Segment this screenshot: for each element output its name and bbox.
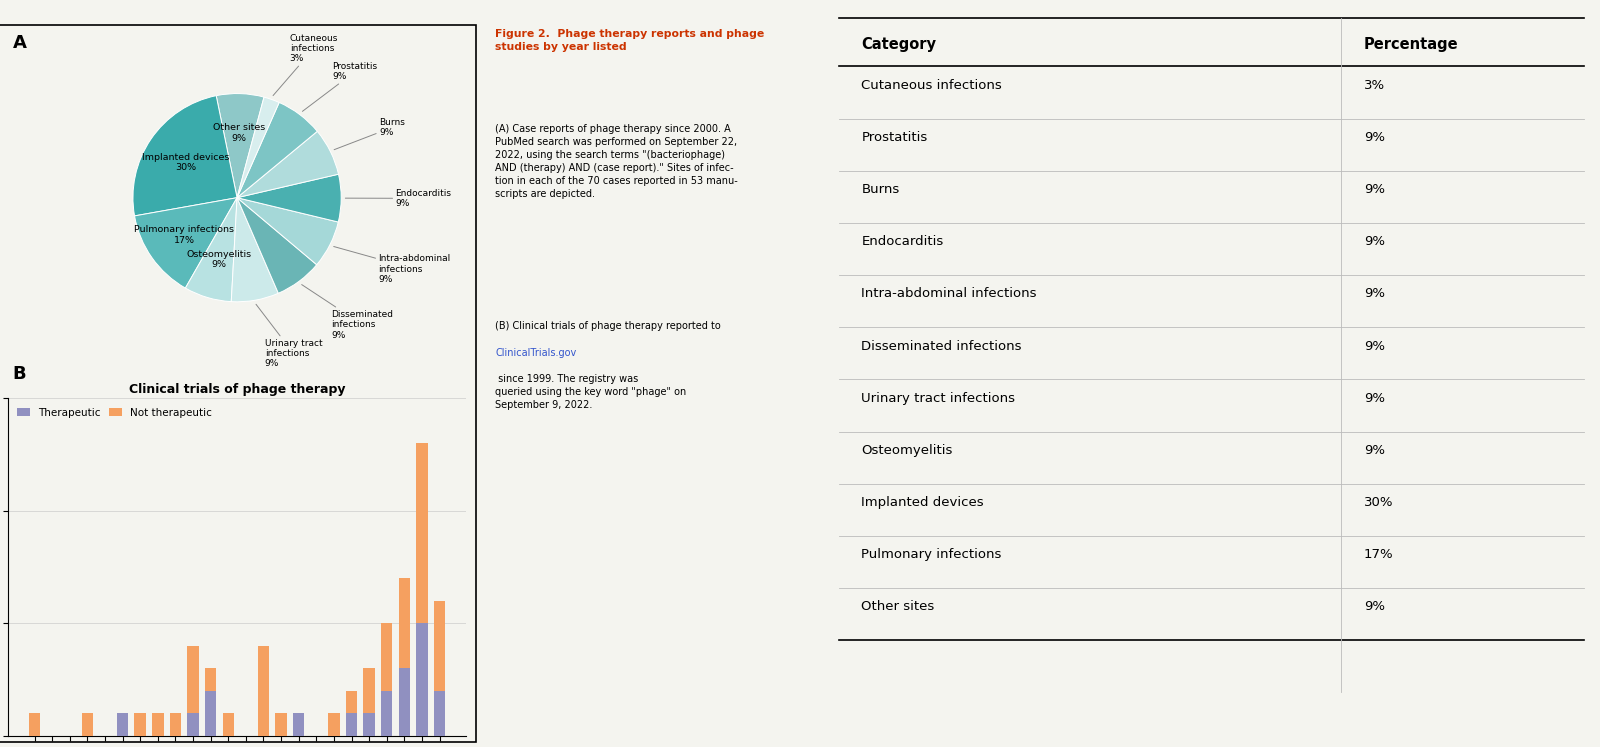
Text: Urinary tract infections: Urinary tract infections bbox=[861, 391, 1016, 405]
Bar bbox=[275, 713, 286, 736]
Text: Disseminated
infections
9%: Disseminated infections 9% bbox=[302, 285, 394, 340]
Bar bbox=[187, 646, 198, 713]
Text: 9%: 9% bbox=[1363, 235, 1384, 248]
Text: Endocarditis
9%: Endocarditis 9% bbox=[346, 189, 451, 208]
Text: (B) Clinical trials of phage therapy reported to: (B) Clinical trials of phage therapy rep… bbox=[494, 321, 720, 332]
Text: Cutaneous infections: Cutaneous infections bbox=[861, 78, 1002, 92]
Bar bbox=[381, 623, 392, 691]
Text: Implanted devices
30%: Implanted devices 30% bbox=[142, 153, 229, 173]
Bar bbox=[293, 713, 304, 736]
Text: 3%: 3% bbox=[1363, 78, 1386, 92]
Text: Burns
9%: Burns 9% bbox=[334, 118, 405, 149]
Text: Osteomyelitis: Osteomyelitis bbox=[861, 444, 954, 457]
Bar bbox=[170, 713, 181, 736]
Text: (A) Case reports of phage therapy since 2000. A
PubMed search was performed on S: (A) Case reports of phage therapy since … bbox=[494, 123, 738, 199]
Bar bbox=[346, 691, 357, 713]
Text: since 1999. The registry was
queried using the key word "phage" on
September 9, : since 1999. The registry was queried usi… bbox=[494, 374, 686, 409]
Text: Figure 2.  Phage therapy reports and phage
studies by year listed: Figure 2. Phage therapy reports and phag… bbox=[494, 29, 765, 52]
Text: Category: Category bbox=[861, 37, 936, 52]
Text: 17%: 17% bbox=[1363, 548, 1394, 561]
Text: Other sites
9%: Other sites 9% bbox=[213, 123, 266, 143]
Text: 9%: 9% bbox=[1363, 444, 1384, 457]
Text: A: A bbox=[13, 34, 27, 52]
Text: Implanted devices: Implanted devices bbox=[861, 496, 984, 509]
Bar bbox=[434, 691, 445, 736]
Wedge shape bbox=[237, 131, 339, 198]
Text: Other sites: Other sites bbox=[861, 601, 934, 613]
Text: 9%: 9% bbox=[1363, 131, 1384, 144]
Bar bbox=[258, 646, 269, 736]
Wedge shape bbox=[232, 198, 278, 302]
Text: ClinicalTrials.gov: ClinicalTrials.gov bbox=[494, 348, 576, 358]
Text: 9%: 9% bbox=[1363, 288, 1384, 300]
Bar bbox=[398, 578, 410, 669]
Bar bbox=[363, 669, 374, 713]
Wedge shape bbox=[133, 96, 237, 216]
Bar bbox=[346, 713, 357, 736]
Bar bbox=[416, 444, 427, 623]
Bar bbox=[328, 713, 339, 736]
Text: 30%: 30% bbox=[1363, 496, 1394, 509]
Bar bbox=[187, 713, 198, 736]
Bar bbox=[416, 623, 427, 736]
Text: Urinary tract
infections
9%: Urinary tract infections 9% bbox=[256, 304, 322, 368]
Text: Cutaneous
infections
3%: Cutaneous infections 3% bbox=[274, 34, 338, 96]
Bar bbox=[117, 713, 128, 736]
Wedge shape bbox=[186, 198, 237, 302]
Bar bbox=[222, 713, 234, 736]
Wedge shape bbox=[134, 198, 237, 288]
Text: 9%: 9% bbox=[1363, 391, 1384, 405]
Wedge shape bbox=[237, 174, 341, 222]
Text: Intra-abdominal infections: Intra-abdominal infections bbox=[861, 288, 1037, 300]
Text: 9%: 9% bbox=[1363, 183, 1384, 196]
Title: Clinical trials of phage therapy: Clinical trials of phage therapy bbox=[130, 382, 346, 396]
Wedge shape bbox=[237, 198, 338, 264]
Bar bbox=[29, 713, 40, 736]
Bar bbox=[134, 713, 146, 736]
Wedge shape bbox=[237, 102, 317, 198]
Bar bbox=[434, 601, 445, 691]
Text: Pulmonary infections
17%: Pulmonary infections 17% bbox=[134, 225, 234, 244]
Text: Intra-abdominal
infections
9%: Intra-abdominal infections 9% bbox=[334, 247, 451, 284]
Text: Pulmonary infections: Pulmonary infections bbox=[861, 548, 1002, 561]
Bar bbox=[363, 713, 374, 736]
Text: Prostatitis
9%: Prostatitis 9% bbox=[302, 62, 378, 111]
Wedge shape bbox=[216, 93, 264, 198]
Bar bbox=[398, 669, 410, 736]
Bar bbox=[82, 713, 93, 736]
Text: Osteomyelitis
9%: Osteomyelitis 9% bbox=[186, 250, 251, 269]
Text: 9%: 9% bbox=[1363, 340, 1384, 353]
Bar bbox=[152, 713, 163, 736]
Text: B: B bbox=[13, 365, 26, 382]
Text: Disseminated infections: Disseminated infections bbox=[861, 340, 1022, 353]
Bar bbox=[381, 691, 392, 736]
Wedge shape bbox=[237, 198, 317, 294]
Text: Burns: Burns bbox=[861, 183, 899, 196]
Bar bbox=[205, 691, 216, 736]
Text: Prostatitis: Prostatitis bbox=[861, 131, 928, 144]
Wedge shape bbox=[237, 97, 278, 198]
Text: 9%: 9% bbox=[1363, 601, 1384, 613]
Text: Percentage: Percentage bbox=[1363, 37, 1458, 52]
Legend: Therapeutic, Not therapeutic: Therapeutic, Not therapeutic bbox=[13, 403, 216, 422]
Text: Endocarditis: Endocarditis bbox=[861, 235, 944, 248]
Bar bbox=[205, 669, 216, 691]
